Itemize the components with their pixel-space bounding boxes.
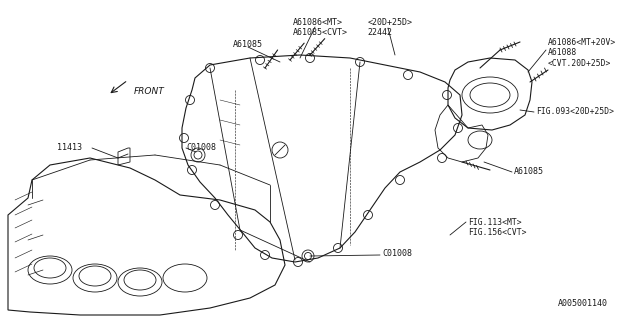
Text: <20D+25D>
22442: <20D+25D> 22442: [367, 18, 413, 37]
Text: A61086<MT>
A61085<CVT>: A61086<MT> A61085<CVT>: [292, 18, 348, 37]
Text: A005001140: A005001140: [558, 299, 608, 308]
Text: C01008: C01008: [382, 250, 412, 259]
Text: FIG.093<20D+25D>: FIG.093<20D+25D>: [536, 108, 614, 116]
Text: A61086<MT+20V>
A61088
<CVT.20D+25D>: A61086<MT+20V> A61088 <CVT.20D+25D>: [548, 38, 616, 68]
Text: A61085: A61085: [233, 40, 263, 49]
Text: FRONT: FRONT: [134, 87, 164, 97]
Text: A61085: A61085: [514, 167, 544, 177]
Text: C01008: C01008: [186, 143, 216, 153]
Text: FIG.113<MT>
FIG.156<CVT>: FIG.113<MT> FIG.156<CVT>: [468, 218, 527, 237]
Text: 11413: 11413: [57, 143, 82, 153]
